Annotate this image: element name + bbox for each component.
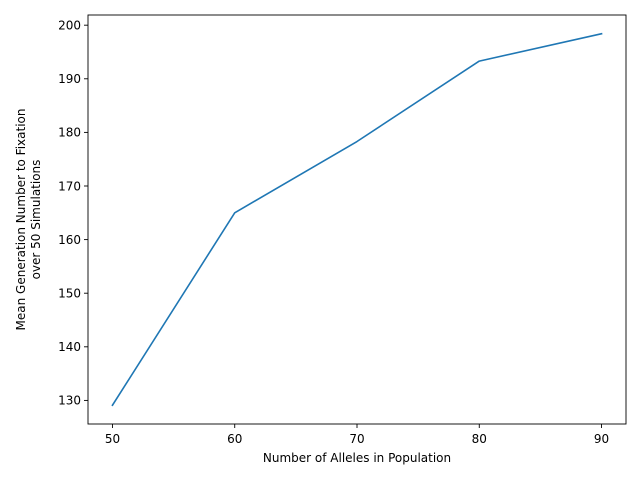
x-tick-label: 70 xyxy=(349,432,364,446)
y-tick-label: 200 xyxy=(58,18,81,32)
y-tick-label: 130 xyxy=(58,394,81,408)
x-tick-label: 80 xyxy=(472,432,487,446)
x-tick-label: 60 xyxy=(227,432,242,446)
y-tick-label: 160 xyxy=(58,233,81,247)
x-tick-label: 90 xyxy=(594,432,609,446)
y-tick-label: 180 xyxy=(58,126,81,140)
y-axis-ticks: 130 140 150 160 170 180 190 200 xyxy=(58,18,88,408)
series-layer xyxy=(111,32,603,407)
y-axis-label-line-1: Mean Generation Number to Fixation xyxy=(14,109,28,331)
x-axis-ticks: 50 60 70 80 90 xyxy=(105,424,609,446)
y-tick-label: 170 xyxy=(58,179,81,193)
y-tick-label: 190 xyxy=(58,72,81,86)
y-tick-label: 140 xyxy=(58,340,81,354)
y-tick-label: 150 xyxy=(58,287,81,301)
plot-area xyxy=(88,15,626,424)
x-tick-label: 50 xyxy=(105,432,120,446)
y-axis-label-line-2: over 50 Simulations xyxy=(29,160,43,280)
axes-frame xyxy=(87,14,627,425)
x-axis-label: Number of Alleles in Population xyxy=(263,451,451,465)
